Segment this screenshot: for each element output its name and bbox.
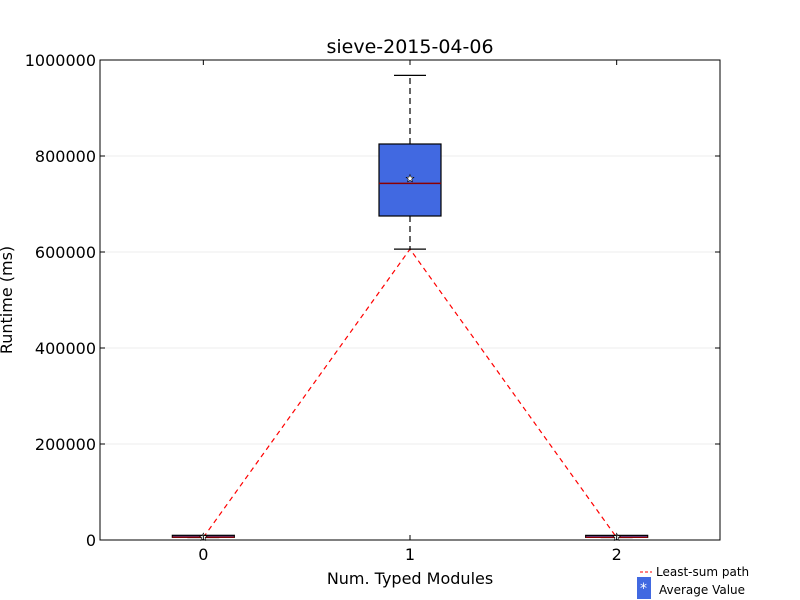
chart-title: sieve-2015-04-06 xyxy=(326,36,493,58)
x-tick-label: 0 xyxy=(198,545,208,564)
legend-entry-least-sum-path: Least-sum path xyxy=(640,565,749,579)
y-tick-label: 200000 xyxy=(35,435,96,454)
axis-ticks: 0 200000 400000 600000 800000 1000000 0 1 2 xyxy=(25,51,720,564)
least-sum-path-layer xyxy=(202,248,618,538)
average-value-marker xyxy=(405,173,415,183)
y-tick-label: 1000000 xyxy=(25,51,96,70)
legend-box-swatch xyxy=(637,577,651,599)
legend-label: Average Value xyxy=(659,583,745,597)
x-tick-label: 2 xyxy=(612,545,622,564)
box-layer xyxy=(171,74,649,542)
y-axis-title: Runtime (ms) xyxy=(0,246,16,354)
y-tick-label: 0 xyxy=(86,531,96,550)
least-sum-path-line xyxy=(202,248,618,538)
y-tick-label: 800000 xyxy=(35,147,96,166)
x-axis-title: Num. Typed Modules xyxy=(327,569,493,588)
legend-label: Least-sum path xyxy=(656,565,749,579)
legend: Least-sum path * Average Value xyxy=(637,565,749,599)
x-tick-label: 1 xyxy=(405,545,415,564)
box-group xyxy=(378,74,442,250)
legend-entry-average-value: * Average Value xyxy=(637,577,745,599)
legend-star-glyph: * xyxy=(640,581,647,597)
y-tick-label: 600000 xyxy=(35,243,96,262)
y-tick-label: 400000 xyxy=(35,339,96,358)
